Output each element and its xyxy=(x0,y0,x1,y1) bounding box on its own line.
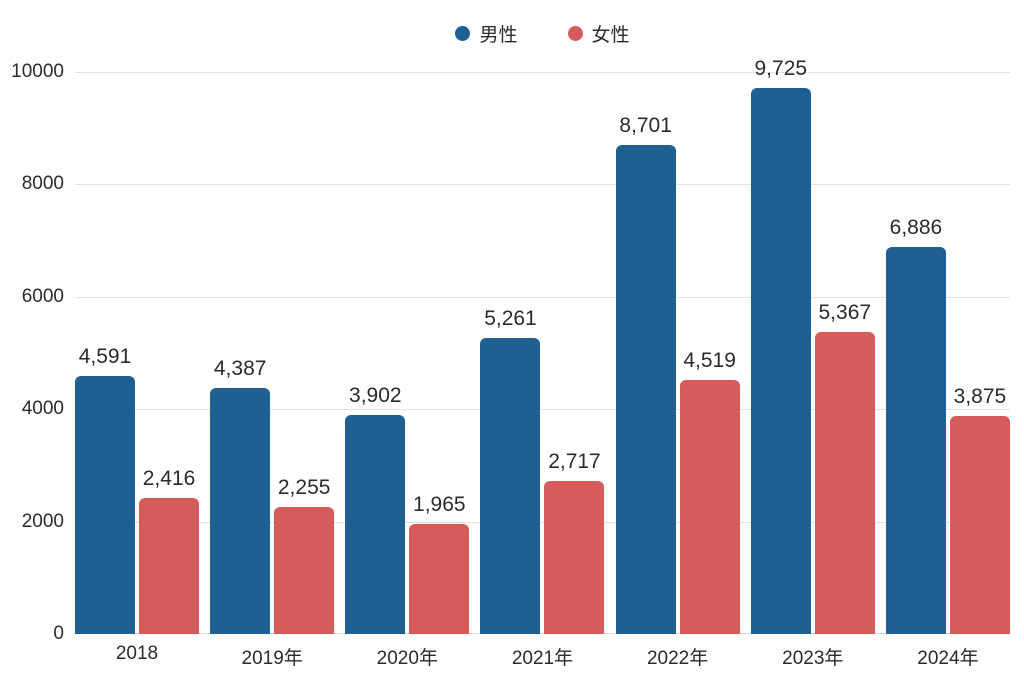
female-bar xyxy=(409,523,470,634)
female-bar xyxy=(949,416,1010,634)
bar-group-2022: 8,701 4,519 xyxy=(615,114,740,634)
bar-group-2023: 9,725 5,367 xyxy=(750,56,875,634)
bar-col-male: 4,387 xyxy=(210,356,271,634)
bar-col-male: 4,591 xyxy=(75,345,135,634)
x-tick-label: 2023年 xyxy=(782,648,844,669)
bar-group-2019: 4,387 2,255 xyxy=(210,356,335,634)
bar-col-female: 5,367 xyxy=(814,301,875,634)
gridline-2000 xyxy=(75,521,1010,523)
y-axis: 0 2000 4000 6000 8000 10000 xyxy=(0,61,64,644)
bar-group-2024: 6,886 3,875 xyxy=(885,216,1010,634)
y-tick-label: 2000 xyxy=(21,510,64,532)
bar-col-male: 5,261 xyxy=(480,307,541,634)
bar-group-2018: 4,591 2,416 xyxy=(75,345,199,634)
value-label: 6,886 xyxy=(889,216,943,239)
value-label: 2,255 xyxy=(277,476,331,500)
x-tick-label: 2019年 xyxy=(241,648,303,669)
bar-col-male: 9,725 xyxy=(750,56,811,634)
x-tick-label: 2024年 xyxy=(917,648,979,669)
gridline-8000 xyxy=(75,184,1010,186)
bar-col-male: 8,701 xyxy=(615,114,676,634)
y-tick-label: 8000 xyxy=(21,173,64,195)
legend-item-female: 女性 xyxy=(567,20,630,47)
bar-col-female: 3,875 xyxy=(949,385,1010,634)
gridline-6000 xyxy=(75,296,1010,298)
value-label: 9,725 xyxy=(754,56,808,80)
female-bar xyxy=(814,332,875,634)
chart-legend: 男性 女性 xyxy=(75,20,1010,47)
x-tick-label: 2020年 xyxy=(376,648,438,669)
value-label: 8,701 xyxy=(619,114,672,137)
male-bar xyxy=(75,376,135,634)
male-legend-dot-icon xyxy=(455,26,471,41)
plot-area: 4,591 2,416 4,387 2,255 3,902 1,965 5,261 2,717… xyxy=(75,57,1010,634)
gridline-4000 xyxy=(75,409,1010,411)
bar-group-2021: 5,261 2,717 xyxy=(480,307,605,634)
male-bar xyxy=(480,338,541,634)
value-label: 5,367 xyxy=(818,301,872,325)
male-bar xyxy=(210,387,271,634)
bar-col-female: 2,717 xyxy=(544,450,605,634)
male-bar xyxy=(345,414,406,634)
bar-group-2020: 3,902 1,965 xyxy=(345,383,470,634)
female-bar xyxy=(544,481,605,634)
y-tick-label: 10000 xyxy=(11,61,64,82)
value-label: 4,387 xyxy=(213,356,267,380)
bar-col-female: 2,416 xyxy=(139,467,199,634)
value-label: 1,965 xyxy=(413,492,466,516)
y-tick-label: 0 xyxy=(53,623,64,644)
male-legend-label: 男性 xyxy=(479,25,518,46)
male-bar xyxy=(615,145,676,634)
value-label: 5,261 xyxy=(484,307,537,331)
x-tick-label: 2021年 xyxy=(511,648,574,669)
value-label: 2,717 xyxy=(548,450,601,474)
y-tick-label: 6000 xyxy=(21,285,64,307)
value-label: 4,519 xyxy=(683,349,736,372)
y-tick-label: 4000 xyxy=(21,398,64,420)
bar-col-female: 2,255 xyxy=(274,476,335,634)
female-legend-label: 女性 xyxy=(591,25,630,46)
female-bar xyxy=(679,380,740,634)
x-axis: 2018 2019年 2020年 2021年 2022年 2023年 2024年 xyxy=(75,643,1010,670)
value-label: 2,416 xyxy=(142,467,196,491)
male-bar xyxy=(750,87,811,634)
bar-col-male: 3,902 xyxy=(345,383,406,634)
bar-col-male: 6,886 xyxy=(885,216,946,634)
female-bar xyxy=(139,498,199,634)
gridline-0 xyxy=(75,633,1010,634)
male-bar xyxy=(885,247,946,634)
legend-item-male: 男性 xyxy=(455,20,518,47)
value-label: 4,591 xyxy=(78,345,132,368)
value-label: 3,875 xyxy=(953,385,1007,409)
gridline-10000 xyxy=(75,72,1010,73)
bar-col-female: 1,965 xyxy=(409,492,470,634)
female-legend-dot-icon xyxy=(567,26,583,41)
x-tick-label: 2018 xyxy=(115,643,159,664)
bar-col-female: 4,519 xyxy=(679,349,740,634)
value-label: 3,902 xyxy=(349,383,402,407)
x-tick-label: 2022年 xyxy=(646,648,709,669)
female-bar xyxy=(274,507,335,634)
